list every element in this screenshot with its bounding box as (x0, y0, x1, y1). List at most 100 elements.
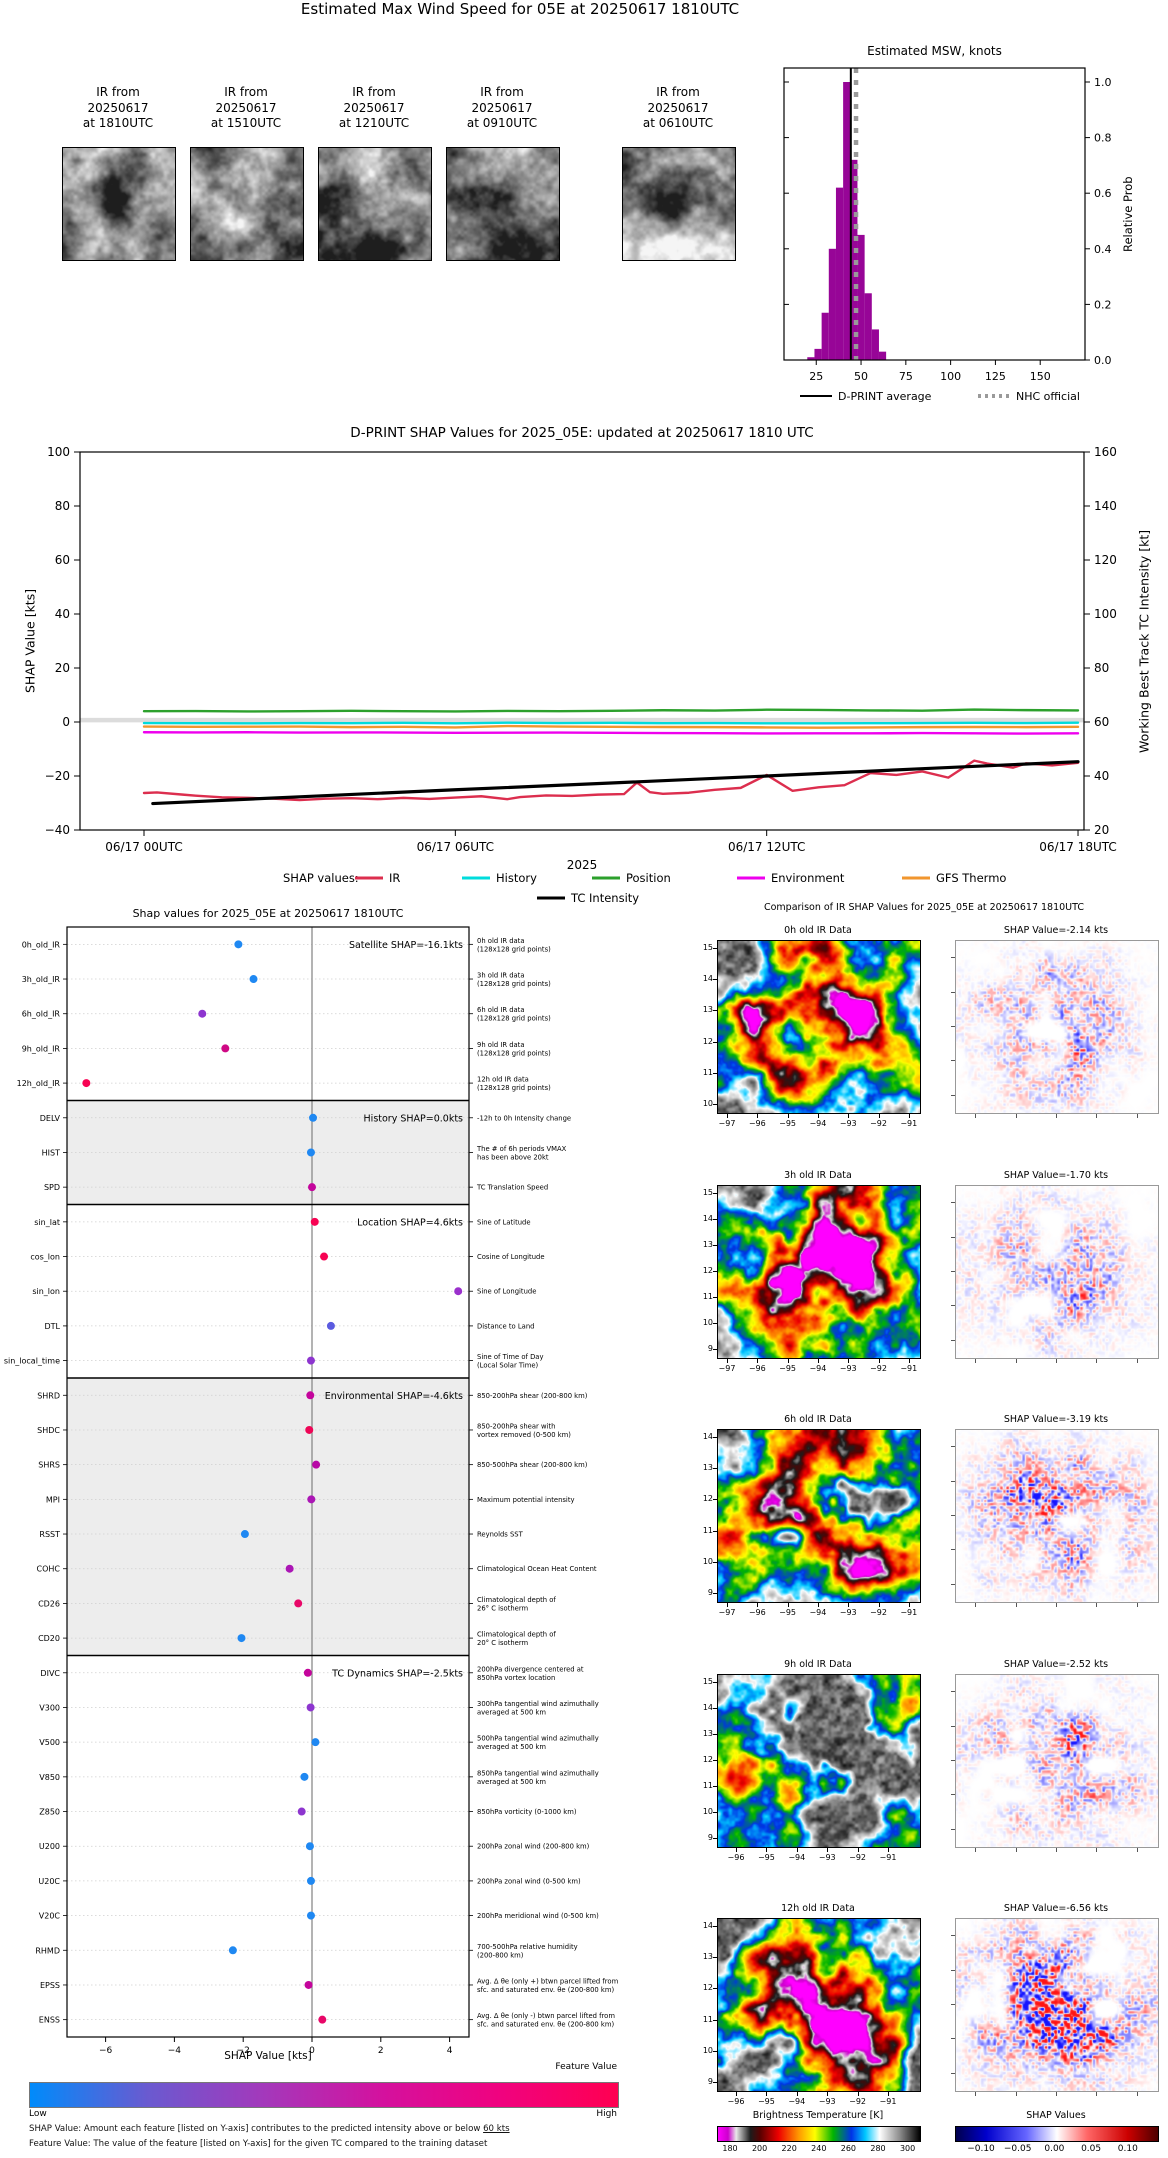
ir-map-xtick-label: −95 (757, 2097, 775, 2106)
bt-colorbar (717, 2126, 921, 2142)
feature-label-V20C: V20C (39, 1912, 61, 1921)
shapvalues-colorbar-title: SHAP Values (1026, 2110, 1086, 2121)
shap-dot-cos_lon (320, 1252, 329, 1261)
feature-label-U200: U200 (39, 1842, 60, 1851)
footnote-shap-prefix: SHAP Value: Amount each feature [listed … (29, 2124, 484, 2134)
left-tick-label: 40 (55, 607, 70, 621)
ir-map-ytick-label: 11 (702, 1067, 713, 1077)
shap-dot-DIVC (303, 1668, 312, 1677)
shap-map-ytick (951, 1691, 955, 1693)
x-tick-label: −2 (237, 2046, 250, 2056)
ir-map-xtick (888, 1848, 889, 1852)
series-line-gfs-thermo (142, 724, 1080, 729)
feature-label-EPSS: EPSS (40, 1981, 60, 1990)
ir-map-xtick-label: −95 (779, 1119, 797, 1128)
ir-map-xtick-label: −96 (727, 2097, 745, 2106)
shap-map-xtick (975, 1848, 977, 1852)
ir-map-ytick-label: 13 (702, 1463, 713, 1473)
shap-dot-V850 (300, 1772, 309, 1781)
bt-colorbar-tick-label: 280 (870, 2144, 886, 2153)
feature-desc: 200hPa zonal wind (0-500 km) (477, 1877, 581, 1885)
ir-map-ytick (713, 1988, 717, 1990)
shap-map-xtick (1136, 1359, 1138, 1363)
ir-thumbnail-caption-line: at 0910UTC (466, 116, 538, 131)
ir-map-image (717, 1918, 921, 2092)
shap-map-xtick (975, 1603, 977, 1607)
histogram-title: Estimated MSW, knots (867, 44, 1002, 58)
ir-map-ytick-label: 11 (702, 2014, 713, 2024)
ir-map-ytick (713, 1041, 717, 1043)
shap-map-xtick (1015, 1848, 1017, 1852)
legend-nhc-label: NHC official (1016, 390, 1080, 403)
ir-thumbnail-caption-line: at 1510UTC (210, 116, 282, 131)
ir-map-ytick-label: 12 (702, 1983, 713, 1993)
timeseries-axes-box (79, 451, 1085, 831)
ir-map-ytick-label: 13 (702, 1729, 713, 1738)
ir-map-ytick-label: 10 (702, 1318, 713, 1327)
ir-map-ytick (713, 1104, 717, 1105)
feature-desc: 26° C isotherm (477, 1604, 529, 1612)
feature-label-Z850: Z850 (39, 1808, 60, 1817)
shap-dot-0h_old_IR (234, 940, 243, 949)
ir-thumbnail-caption-line: 20250617 (647, 100, 709, 115)
feature-label-0h_old_IR: 0h_old_IR (22, 940, 61, 949)
feature-desc: Avg. Δ θe (only +) btwn parcel lifted fr… (477, 1977, 619, 1985)
ir-map-ytick (713, 1499, 717, 1501)
ir-map-xtick-label: −92 (849, 1853, 867, 1862)
ir-map-ytick (713, 1468, 717, 1470)
shap-dot-3h_old_IR (249, 975, 258, 984)
ir-map-title: 12h old IR Data (781, 1903, 855, 1914)
feature-desc: 850hPa tangential wind azimuthally (477, 1769, 599, 1777)
feature-desc: 12h old IR data (477, 1076, 529, 1084)
feature-label-6h_old_IR: 6h_old_IR (22, 1010, 61, 1019)
feature-label-3h_old_IR: 3h_old_IR (22, 975, 61, 984)
ir-map-ytick-label: 9 (707, 2077, 713, 2086)
feature-desc: 200hPa zonal wind (200-800 km) (477, 1843, 590, 1851)
ir-map-xtick (766, 2092, 768, 2096)
feature-label-COHC: COHC (37, 1565, 61, 1574)
histogram-bar (843, 82, 851, 360)
feature-label-V300: V300 (39, 1703, 60, 1712)
comparison-title: Comparison of IR SHAP Values for 2025_05… (763, 902, 1085, 913)
msw-histogram: 25 50 75 100 125 150 0.0 0.2 0.4 0.6 0.8 1.0 D-PRINT… (783, 67, 1112, 403)
ir-map-xtick (757, 1603, 759, 1607)
ir-map-xtick-label: −93 (839, 1119, 857, 1128)
section-label-2: Location SHAP=4.6kts (357, 1217, 463, 1228)
ir-map-xtick-label: −94 (809, 1364, 827, 1373)
ir-map-xtick (757, 1359, 759, 1363)
shap-dot-sin_lon (454, 1287, 463, 1296)
x-tick-label: 06/17 00UTC (105, 840, 182, 854)
shap-map-image (955, 1429, 1159, 1603)
timeseries-xlabel: 2025 (566, 858, 598, 872)
shap-dot-COHC (285, 1564, 294, 1573)
feature-desc: -12h to 0h Intensity change (477, 1114, 571, 1122)
feature-desc: 9h old IR data (477, 1041, 525, 1049)
bt-colorbar-tick-label: 240 (811, 2144, 827, 2153)
ir-thumbnail-caption: IR from 20250617 at 1810UTC (62, 85, 174, 132)
histogram-bar (807, 357, 815, 360)
feature-label-MPI: MPI (46, 1495, 60, 1504)
shap-map-ytick (951, 1094, 955, 1096)
legend-dprint-label: D-PRINT average (838, 390, 932, 403)
ir-map-ytick-label: 11 (702, 1781, 713, 1790)
ir-map-xtick-label: −93 (839, 1364, 857, 1373)
feature-label-DIVC: DIVC (40, 1669, 60, 1678)
legend-label: Position (626, 871, 671, 885)
feature-label-ENSS: ENSS (39, 2016, 60, 2025)
feature-desc: 0h old IR data (477, 937, 525, 945)
ir-map-xtick (908, 1603, 910, 1607)
feature-label-sin_local_time: sin_local_time (4, 1357, 60, 1366)
ir-map-ytick-label: 11 (702, 1525, 713, 1535)
ir-map-ytick (713, 1323, 717, 1324)
ir-map-xtick-label: −91 (900, 1608, 918, 1617)
x-tick-label: −6 (99, 2046, 113, 2056)
feature-desc: Climatological Ocean Heat Content (477, 1565, 597, 1573)
series-line-environment (142, 731, 1080, 735)
shap-map-ytick (951, 1202, 955, 1204)
ir-map-xtick (888, 2092, 889, 2096)
ir-thumbnail-caption-line: 20250617 (215, 100, 277, 115)
y-tick-label: 1.0 (1094, 76, 1112, 89)
feature-desc: Cosine of Longitude (477, 1253, 545, 1261)
shap-map-xtick (1056, 1848, 1057, 1852)
ir-map-xtick-label: −95 (757, 1853, 775, 1862)
